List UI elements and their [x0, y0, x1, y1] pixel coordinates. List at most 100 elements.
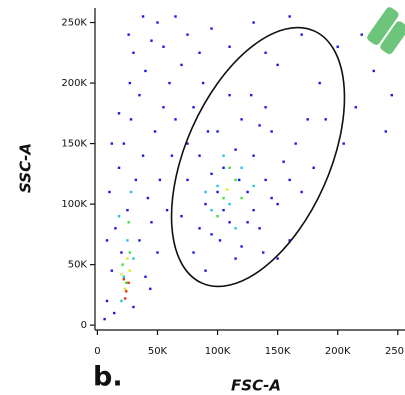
point — [342, 142, 345, 145]
point — [141, 154, 145, 157]
point — [354, 106, 357, 109]
point — [125, 281, 128, 284]
point — [165, 208, 169, 212]
point — [360, 33, 363, 36]
point — [126, 257, 129, 260]
point — [276, 257, 279, 260]
point — [105, 239, 109, 242]
point — [288, 15, 291, 18]
point — [110, 269, 114, 272]
point — [128, 269, 132, 272]
point — [234, 257, 237, 260]
point — [122, 275, 126, 278]
point — [117, 215, 121, 218]
point — [258, 124, 261, 127]
point — [294, 142, 297, 145]
point — [270, 130, 273, 133]
point — [262, 251, 265, 254]
point — [120, 299, 123, 303]
point — [252, 21, 255, 24]
point — [240, 166, 243, 169]
point — [218, 239, 222, 242]
point — [246, 190, 249, 194]
point — [127, 221, 130, 224]
point — [222, 196, 225, 200]
point — [186, 33, 189, 36]
point — [228, 221, 231, 224]
point — [312, 166, 315, 169]
point — [264, 106, 267, 109]
point — [126, 239, 129, 242]
point — [225, 188, 229, 191]
point — [240, 196, 243, 200]
point — [150, 39, 153, 42]
point — [210, 27, 213, 30]
icon-shape — [367, 7, 399, 45]
point — [210, 208, 213, 212]
point — [384, 130, 387, 133]
point — [210, 172, 213, 176]
point — [288, 239, 291, 242]
point — [252, 208, 255, 212]
point — [186, 178, 189, 182]
point — [318, 81, 321, 85]
point — [128, 251, 132, 254]
point — [117, 166, 121, 169]
point — [288, 178, 291, 182]
point — [127, 33, 130, 36]
x-tick-label: 100K — [205, 346, 231, 357]
y-tick-label: 0 — [81, 320, 87, 331]
point — [105, 299, 109, 303]
point — [122, 277, 126, 281]
point — [150, 221, 153, 224]
point — [228, 166, 231, 169]
point — [144, 69, 147, 73]
point — [122, 142, 126, 145]
point — [108, 190, 111, 194]
point — [168, 81, 171, 85]
point — [234, 227, 237, 230]
point — [372, 69, 375, 73]
x-tick-label: 0 — [94, 346, 100, 357]
point — [170, 154, 174, 157]
icon-shape — [380, 21, 405, 55]
point — [234, 148, 237, 151]
point — [216, 215, 219, 218]
point — [222, 154, 225, 157]
point — [228, 45, 231, 48]
point — [252, 154, 255, 157]
point — [198, 51, 201, 54]
point — [103, 317, 106, 321]
point — [153, 130, 157, 133]
point — [264, 51, 267, 54]
point — [390, 93, 393, 97]
point — [128, 81, 132, 85]
point — [192, 106, 195, 109]
point — [117, 112, 121, 115]
point — [204, 202, 207, 206]
point — [270, 196, 273, 200]
points — [103, 15, 393, 321]
point — [222, 166, 225, 169]
point — [336, 45, 339, 48]
point — [258, 227, 261, 230]
gate — [170, 26, 346, 288]
point — [110, 142, 114, 145]
point — [125, 290, 128, 293]
point — [210, 233, 213, 236]
point — [114, 227, 117, 230]
point — [126, 208, 129, 212]
point — [162, 45, 165, 48]
point — [123, 297, 127, 300]
panel-label: b. — [93, 362, 123, 393]
point — [162, 106, 165, 109]
point — [149, 287, 152, 291]
point — [120, 251, 123, 254]
point — [180, 215, 183, 218]
point — [156, 251, 159, 254]
point — [138, 93, 141, 97]
point — [129, 118, 133, 121]
point — [132, 305, 135, 309]
point — [113, 311, 116, 315]
